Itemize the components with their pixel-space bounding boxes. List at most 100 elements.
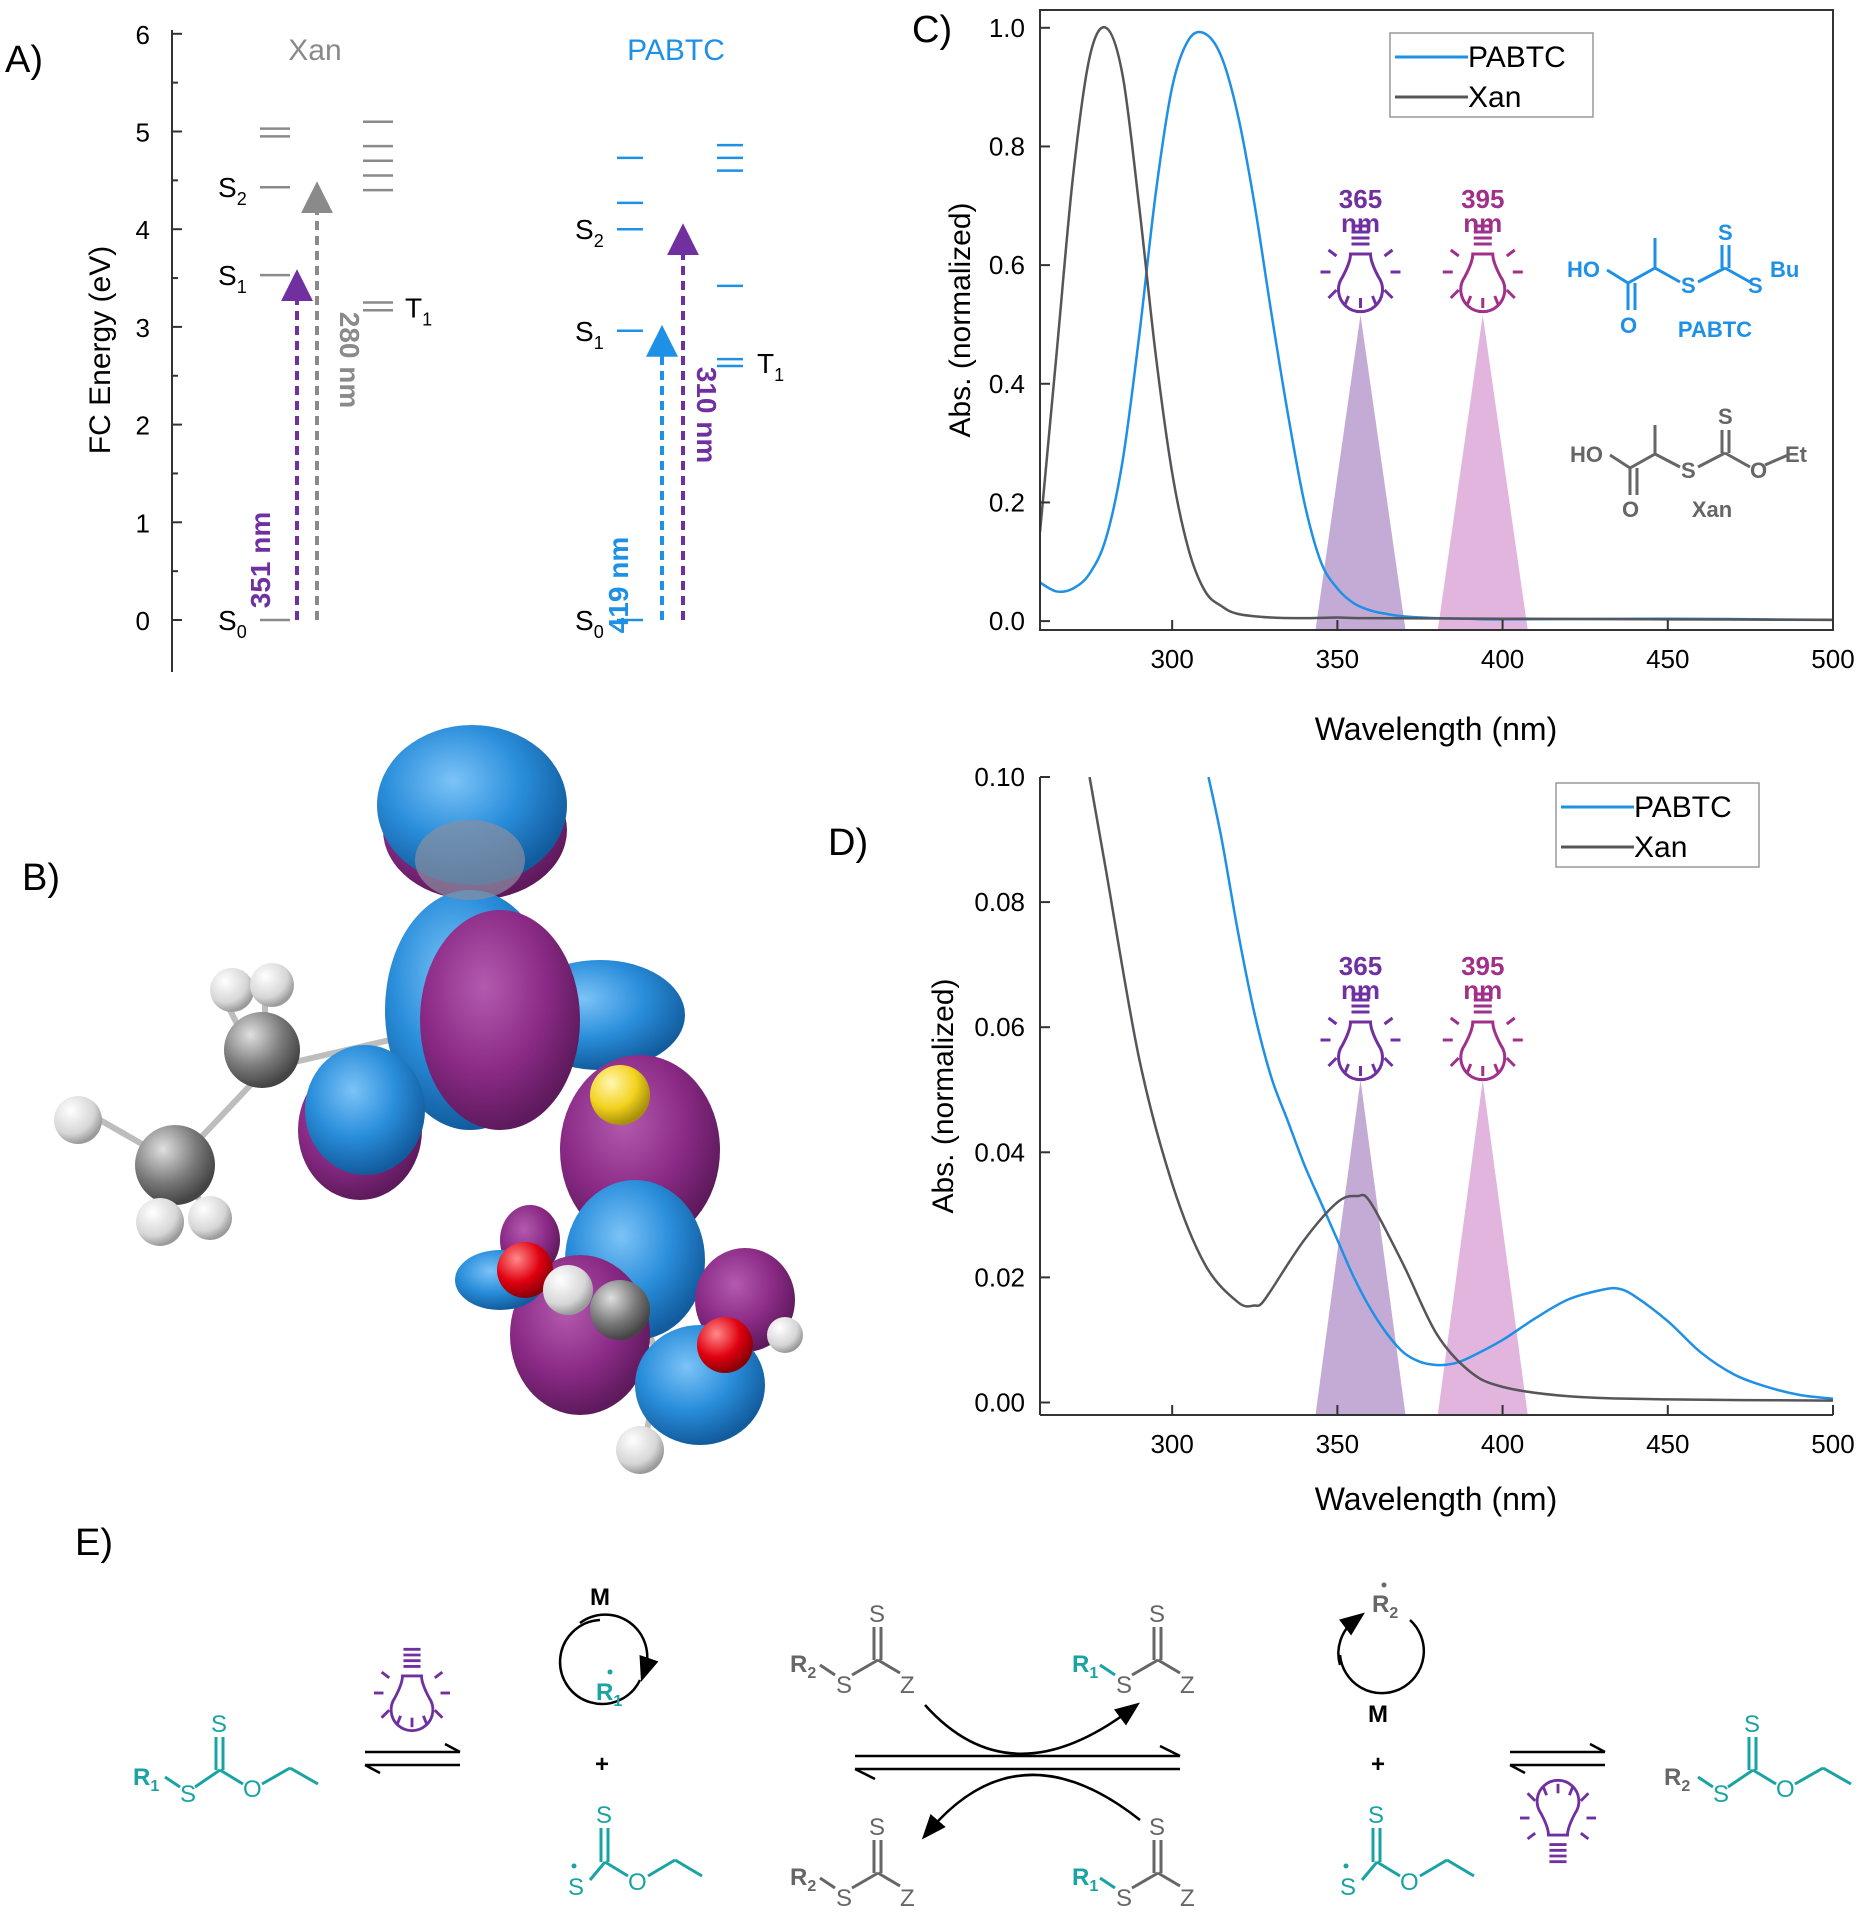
- y-tick-label: 0.00: [974, 1387, 1025, 1417]
- series-line-pabtc: [1207, 777, 1833, 1400]
- xan-o: O: [1622, 497, 1639, 522]
- state-label: S2: [218, 172, 247, 209]
- raft-agent-top-right: R1 S S Z: [1072, 1601, 1195, 1699]
- svg-text:S: S: [1116, 1672, 1132, 1699]
- pabtc-o: O: [1620, 313, 1637, 338]
- energy-axis-title: FC Energy (eV): [84, 246, 117, 454]
- r1-label: R: [133, 1764, 150, 1791]
- svg-text:O: O: [1400, 1869, 1419, 1896]
- state-label: T1: [757, 348, 784, 385]
- y-tick-label: 0.02: [974, 1262, 1025, 1292]
- svg-text:R2: R2: [1664, 1764, 1690, 1795]
- bulb-icon: [1320, 992, 1401, 1082]
- chart-d: 300 350 400 450 5000.000.020.040.060.080.10 …: [927, 762, 1855, 1517]
- hydrogen-atom: [54, 1096, 102, 1144]
- plus-sign: +: [595, 1751, 609, 1778]
- y-tick-label: 2: [136, 411, 150, 441]
- y-tick-label: 0.2: [989, 487, 1025, 517]
- lamp-wavelength: 365: [1339, 951, 1382, 981]
- monomer-label: M: [1368, 1701, 1388, 1728]
- atom-o: O: [243, 1776, 262, 1803]
- hydrogen-atom: [616, 1426, 664, 1474]
- carbon-atom: [224, 1012, 300, 1088]
- x-tick-label: 450: [1646, 644, 1689, 674]
- hydrogen-atom: [250, 963, 294, 1007]
- y-tick-label: 1.0: [989, 13, 1025, 43]
- svg-text:O: O: [1776, 1776, 1795, 1803]
- r1-sub: 1: [150, 1778, 159, 1795]
- state-label: S1: [218, 260, 247, 297]
- radical-dot: [1381, 1582, 1387, 1588]
- legend-label: PABTC: [1634, 791, 1732, 824]
- energy-axis-ticks: 0 1 2 3 4 5 6: [136, 20, 182, 636]
- energy-diagram: 0 1 2 3 4 5 6 FC Energy (eV) Xan PABTC S0 S1 S2 T…: [84, 20, 784, 672]
- svg-text:S: S: [836, 1885, 852, 1912]
- y-tick-label: 6: [136, 20, 150, 50]
- carbon-atom: [590, 1280, 650, 1340]
- orbital-illustration: [54, 725, 803, 1474]
- legend-label: Xan: [1634, 831, 1687, 864]
- legend: PABTC Xan: [1389, 32, 1594, 118]
- lamp-wavelength: 395: [1461, 184, 1504, 214]
- transition-label: 310 nm: [691, 367, 722, 464]
- xanthyl-radical-right: S S O: [1340, 1802, 1475, 1901]
- xan-s: S: [1681, 458, 1696, 483]
- svg-text:R1: R1: [1072, 1651, 1098, 1682]
- svg-text:R2: R2: [790, 1864, 816, 1895]
- y-tick-label: 0.8: [989, 131, 1025, 161]
- orbital-lobe: [415, 820, 525, 900]
- radical-r2: R2: [1372, 1591, 1398, 1622]
- atom-s: S: [180, 1781, 196, 1808]
- pabtc-bu: Bu: [1770, 257, 1799, 282]
- panel-label-b: B): [22, 857, 60, 899]
- y-tick-label: 0.6: [989, 250, 1025, 280]
- hydrogen-atom: [136, 1198, 184, 1246]
- svg-text:S: S: [836, 1672, 852, 1699]
- y-tick-label: 0: [136, 606, 150, 636]
- series-lines: [1088, 777, 1833, 1402]
- state-label: S1: [575, 316, 604, 353]
- hydrogen-atom: [188, 1196, 232, 1240]
- bulb-icon: [374, 1647, 450, 1733]
- hydrogen-atom: [543, 1265, 593, 1315]
- state-label: S2: [575, 214, 604, 251]
- group-name-pabtc: PABTC: [627, 34, 725, 67]
- svg-text:S: S: [1713, 1781, 1729, 1808]
- atom-o: O: [628, 1869, 647, 1896]
- x-axis-title: Wavelength (nm): [1315, 711, 1557, 747]
- svg-text:S: S: [869, 1601, 885, 1628]
- bulb-icon: [1320, 224, 1401, 314]
- atom-s: S: [211, 1711, 227, 1738]
- mechanism-scheme: R1 S S O M R1 +: [133, 1582, 1852, 1912]
- x-tick-label: 450: [1646, 1429, 1689, 1459]
- raft-agent-bottom-right: R1 S S Z: [1072, 1814, 1195, 1912]
- xan-structure: HO S O Et O S Xan: [1570, 404, 1808, 522]
- lamp-cone: [1437, 1080, 1528, 1415]
- series-line-xan: [1040, 25, 1833, 622]
- bulb-icon: [1520, 1778, 1596, 1864]
- pabtc-structure: HO S S Bu O S PABTC: [1567, 220, 1799, 342]
- orbital-lobe: [305, 1045, 425, 1175]
- legend-label: PABTC: [1468, 41, 1566, 74]
- y-tick-label: 0.08: [974, 887, 1025, 917]
- xan-ho: HO: [1570, 442, 1603, 467]
- lamp-cones: [1315, 1080, 1528, 1415]
- svg-text:Z: Z: [900, 1885, 915, 1912]
- y-tick-label: 0.06: [974, 1012, 1025, 1042]
- x-axis-title: Wavelength (nm): [1315, 1481, 1557, 1517]
- equilibrium-arrows: [364, 1742, 461, 1775]
- carbon-atom: [135, 1125, 215, 1205]
- y-tick-label: 0.0: [989, 606, 1025, 636]
- pabtc-s: S: [1718, 220, 1733, 245]
- svg-text:Z: Z: [1180, 1672, 1195, 1699]
- exchange-arrows: [854, 1702, 1181, 1840]
- lamp-cones: [1315, 315, 1528, 630]
- x-tick-label: 350: [1316, 644, 1359, 674]
- x-tick-label: 300: [1150, 644, 1193, 674]
- svg-text:S: S: [869, 1814, 885, 1841]
- pabtc-s: S: [1748, 273, 1763, 298]
- series-line-xan: [1088, 777, 1833, 1402]
